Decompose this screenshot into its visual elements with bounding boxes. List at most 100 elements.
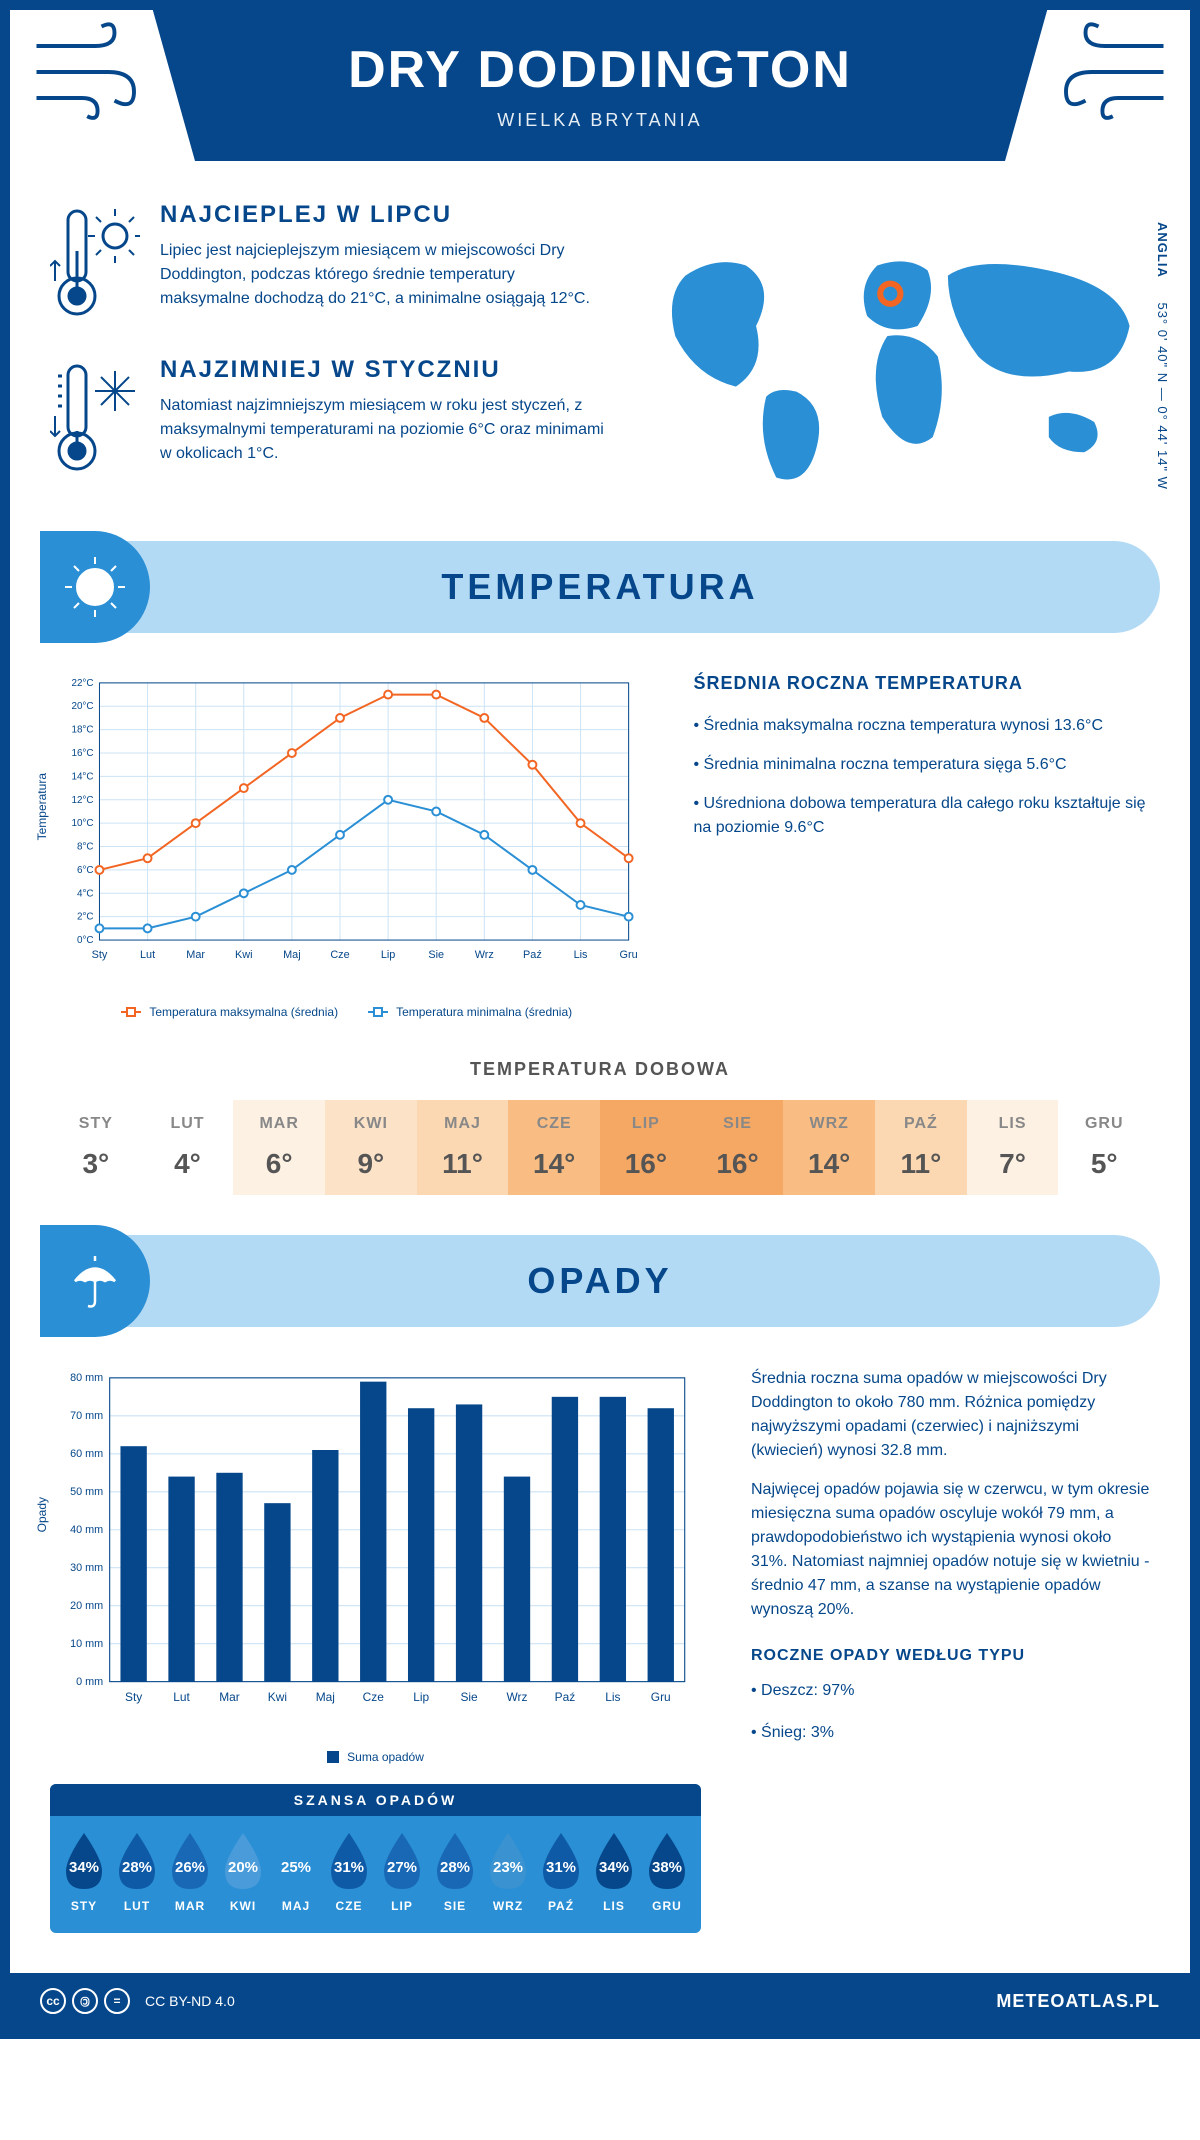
raindrop-icon: 31% xyxy=(537,1831,585,1891)
legend-precip: Suma opadów xyxy=(347,1750,424,1764)
svg-text:Cze: Cze xyxy=(363,1690,385,1704)
svg-text:Gru: Gru xyxy=(651,1690,671,1704)
daily-temp-cell: LUT4° xyxy=(142,1100,234,1195)
precip-bar-chart: Opady 0 mm10 mm20 mm30 mm40 mm50 mm60 mm… xyxy=(50,1367,701,1934)
page-subtitle: WIELKA BRYTANIA xyxy=(170,110,1030,131)
month-label: KWI xyxy=(219,1899,267,1913)
raindrop-icon: 34% xyxy=(60,1831,108,1891)
coldest-title: NAJZIMNIEJ W STYCZNIU xyxy=(160,356,605,384)
temperature-banner: TEMPERATURA xyxy=(40,541,1160,633)
daily-temp-cell: LIS7° xyxy=(967,1100,1059,1195)
rain-chance-cell: 38% GRU xyxy=(643,1831,691,1913)
page-title: DRY DODDINGTON xyxy=(170,40,1030,100)
month-label: LIP xyxy=(600,1115,692,1133)
raindrop-icon: 31% xyxy=(325,1831,373,1891)
svg-text:Paź: Paź xyxy=(523,949,542,961)
rain-chance-cell: 34% LIS xyxy=(590,1831,638,1913)
rain-chance-cell: 26% MAR xyxy=(166,1831,214,1913)
raindrop-icon: 34% xyxy=(590,1831,638,1891)
svg-text:Lut: Lut xyxy=(140,949,155,961)
precip-para2: Najwięcej opadów pojawia się w czerwcu, … xyxy=(751,1478,1150,1622)
thermometer-cold-icon xyxy=(50,356,140,481)
svg-text:Wrz: Wrz xyxy=(475,949,494,961)
temp-summary-title: ŚREDNIA ROCZNA TEMPERATURA xyxy=(693,673,1150,694)
brand-label: METEOATLAS.PL xyxy=(996,1991,1160,2012)
daily-temp-cell: MAR6° xyxy=(233,1100,325,1195)
daily-temp-cell: SIE16° xyxy=(692,1100,784,1195)
month-label: PAŹ xyxy=(537,1899,585,1913)
rain-chance-panel: SZANSA OPADÓW 34% STY 28% LUT 26% MAR 20… xyxy=(50,1784,701,1933)
precipitation-banner: OPADY xyxy=(40,1235,1160,1327)
svg-text:16°C: 16°C xyxy=(71,748,93,759)
month-label: STY xyxy=(50,1115,142,1133)
raindrop-icon: 28% xyxy=(431,1831,479,1891)
svg-text:Sie: Sie xyxy=(460,1690,478,1704)
temp-value: 14° xyxy=(508,1148,600,1180)
month-label: WRZ xyxy=(783,1115,875,1133)
header-row: DRY DODDINGTON WIELKA BRYTANIA xyxy=(10,0,1190,161)
temp-value: 6° xyxy=(233,1148,325,1180)
month-label: SIE xyxy=(692,1115,784,1133)
month-label: MAJ xyxy=(417,1115,509,1133)
rain-chance-cell: 31% PAŹ xyxy=(537,1831,585,1913)
temp-y-label: Temperatura xyxy=(35,773,49,840)
temperature-title: TEMPERATURA xyxy=(80,566,1120,608)
precip-legend: Suma opadów xyxy=(50,1750,701,1764)
svg-text:Gru: Gru xyxy=(620,949,638,961)
month-label: WRZ xyxy=(484,1899,532,1913)
rain-chance-cell: 31% CZE xyxy=(325,1831,373,1913)
temp-bullet: • Średnia minimalna roczna temperatura s… xyxy=(693,753,1150,777)
legend-max: Temperatura maksymalna (średnia) xyxy=(149,1005,338,1019)
svg-text:Lip: Lip xyxy=(381,949,396,961)
rain-chance-value: 25% xyxy=(281,1847,311,1876)
rain-chance-value: 38% xyxy=(652,1847,682,1876)
month-label: CZE xyxy=(325,1899,373,1913)
svg-text:80 mm: 80 mm xyxy=(70,1372,103,1384)
daily-temp-cell: PAŹ11° xyxy=(875,1100,967,1195)
coordinates: ANGLIA 53° 0' 40" N — 0° 44' 14" W xyxy=(1155,201,1170,511)
temp-legend: Temperatura maksymalna (średnia) Tempera… xyxy=(50,1005,643,1019)
precip-y-label: Opady xyxy=(35,1497,49,1532)
temp-value: 3° xyxy=(50,1148,142,1180)
precip-para1: Średnia roczna suma opadów w miejscowośc… xyxy=(751,1367,1150,1463)
rain-chance-value: 34% xyxy=(69,1847,99,1876)
rain-chance-cell: 23% WRZ xyxy=(484,1831,532,1913)
rain-chance-value: 23% xyxy=(493,1847,523,1876)
raindrop-icon: 20% xyxy=(219,1831,267,1891)
month-label: LUT xyxy=(113,1899,161,1913)
svg-text:50 mm: 50 mm xyxy=(70,1486,103,1498)
raindrop-icon: 27% xyxy=(378,1831,426,1891)
raindrop-icon: 38% xyxy=(643,1831,691,1891)
rain-chance-value: 28% xyxy=(440,1847,470,1876)
rain-chance-cell: 20% KWI xyxy=(219,1831,267,1913)
daily-temp-cell: KWI9° xyxy=(325,1100,417,1195)
svg-text:70 mm: 70 mm xyxy=(70,1410,103,1422)
rain-chance-cell: 34% STY xyxy=(60,1831,108,1913)
svg-text:20 mm: 20 mm xyxy=(70,1599,103,1611)
daily-temp-title: TEMPERATURA DOBOWA xyxy=(50,1059,1150,1080)
rain-chance-cell: 25% MAJ xyxy=(272,1831,320,1913)
rain-chance-value: 26% xyxy=(175,1847,205,1876)
raindrop-icon: 28% xyxy=(113,1831,161,1891)
month-label: STY xyxy=(60,1899,108,1913)
daily-temp-cell: MAJ11° xyxy=(417,1100,509,1195)
daily-temp-cell: WRZ 14° xyxy=(783,1100,875,1195)
month-label: LIP xyxy=(378,1899,426,1913)
svg-text:Sty: Sty xyxy=(92,949,108,961)
month-label: LIS xyxy=(590,1899,638,1913)
temp-value: 9° xyxy=(325,1148,417,1180)
svg-text:Maj: Maj xyxy=(283,949,301,961)
svg-text:10 mm: 10 mm xyxy=(70,1637,103,1649)
svg-text:Maj: Maj xyxy=(316,1690,335,1704)
precipitation-title: OPADY xyxy=(80,1260,1120,1302)
daily-temp-cell: STY 3° xyxy=(50,1100,142,1195)
precip-type-item: • Śnieg: 3% xyxy=(751,1719,1150,1746)
umbrella-icon xyxy=(40,1225,150,1337)
svg-text:Wrz: Wrz xyxy=(507,1690,528,1704)
temp-chart-row: Temperatura 0°C2°C4°C6°C8°C10°C12°C14°C1… xyxy=(10,633,1190,1059)
month-label: PAŹ xyxy=(875,1115,967,1133)
map-block: ANGLIA 53° 0' 40" N — 0° 44' 14" W xyxy=(645,201,1150,511)
temp-value: 14° xyxy=(783,1148,875,1180)
raindrop-icon: 25% xyxy=(272,1831,320,1891)
svg-text:Paź: Paź xyxy=(555,1690,576,1704)
